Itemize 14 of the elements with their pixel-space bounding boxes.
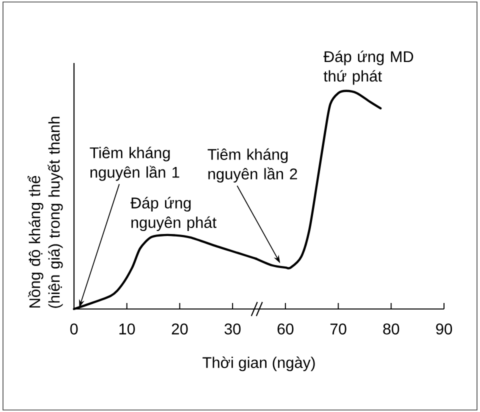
- x-tick-label: 80: [383, 324, 400, 334]
- x-tick-label: 90: [436, 324, 452, 334]
- x-tick-label: 60: [278, 324, 294, 334]
- y-axis-title: Nồng độ kháng thể (hiện giá) trong huyết thanh: [28, 116, 63, 308]
- x-tick-label: 70: [330, 324, 346, 334]
- x-tick-label: 30: [224, 324, 241, 334]
- annotation: Đáp ứng nguyên phát: [130, 196, 216, 232]
- annotation: Đáp ứng MD thứ phát: [324, 50, 414, 85]
- x-tick-label: 0: [70, 324, 78, 334]
- annotation: Tiêm kháng nguyên lần 2: [208, 148, 298, 183]
- x-tick-label: 10: [119, 324, 135, 334]
- x-tick-label: 20: [172, 324, 188, 334]
- x-axis-title: Thời gian (ngày): [202, 356, 315, 372]
- annotation: Tiêm kháng nguyên lần 1: [90, 146, 180, 181]
